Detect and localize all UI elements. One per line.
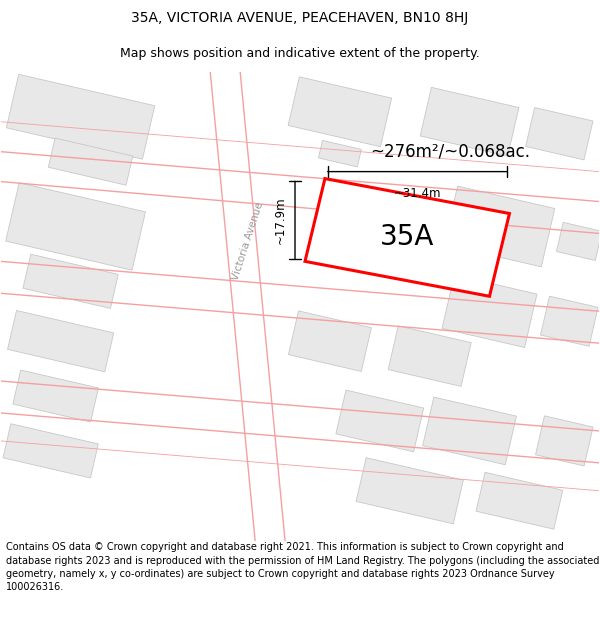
Polygon shape xyxy=(556,222,600,261)
Polygon shape xyxy=(536,416,593,466)
Polygon shape xyxy=(328,184,432,259)
Polygon shape xyxy=(3,424,98,478)
Polygon shape xyxy=(7,74,155,159)
Polygon shape xyxy=(49,138,133,185)
Polygon shape xyxy=(526,107,593,160)
Polygon shape xyxy=(6,182,145,270)
Polygon shape xyxy=(8,311,114,372)
Polygon shape xyxy=(356,458,463,524)
Text: ~276m²/~0.068ac.: ~276m²/~0.068ac. xyxy=(370,142,530,161)
Polygon shape xyxy=(442,275,537,348)
Text: Victoria Avenue: Victoria Avenue xyxy=(231,201,266,282)
Text: Contains OS data © Crown copyright and database right 2021. This information is : Contains OS data © Crown copyright and d… xyxy=(6,542,599,592)
Polygon shape xyxy=(388,326,471,386)
Polygon shape xyxy=(23,254,118,308)
Text: Map shows position and indicative extent of the property.: Map shows position and indicative extent… xyxy=(120,48,480,61)
Text: 35A: 35A xyxy=(380,223,434,251)
Polygon shape xyxy=(288,77,392,147)
Polygon shape xyxy=(305,179,509,296)
Text: ~31.4m: ~31.4m xyxy=(394,187,441,199)
Polygon shape xyxy=(541,296,598,346)
Polygon shape xyxy=(420,88,519,156)
Polygon shape xyxy=(13,370,98,422)
Polygon shape xyxy=(444,186,555,267)
Polygon shape xyxy=(289,311,371,371)
Polygon shape xyxy=(476,472,563,529)
Polygon shape xyxy=(336,390,424,452)
Polygon shape xyxy=(422,397,517,465)
Text: 35A, VICTORIA AVENUE, PEACEHAVEN, BN10 8HJ: 35A, VICTORIA AVENUE, PEACEHAVEN, BN10 8… xyxy=(131,11,469,25)
Text: ~17.9m: ~17.9m xyxy=(274,196,287,244)
Polygon shape xyxy=(319,141,361,167)
